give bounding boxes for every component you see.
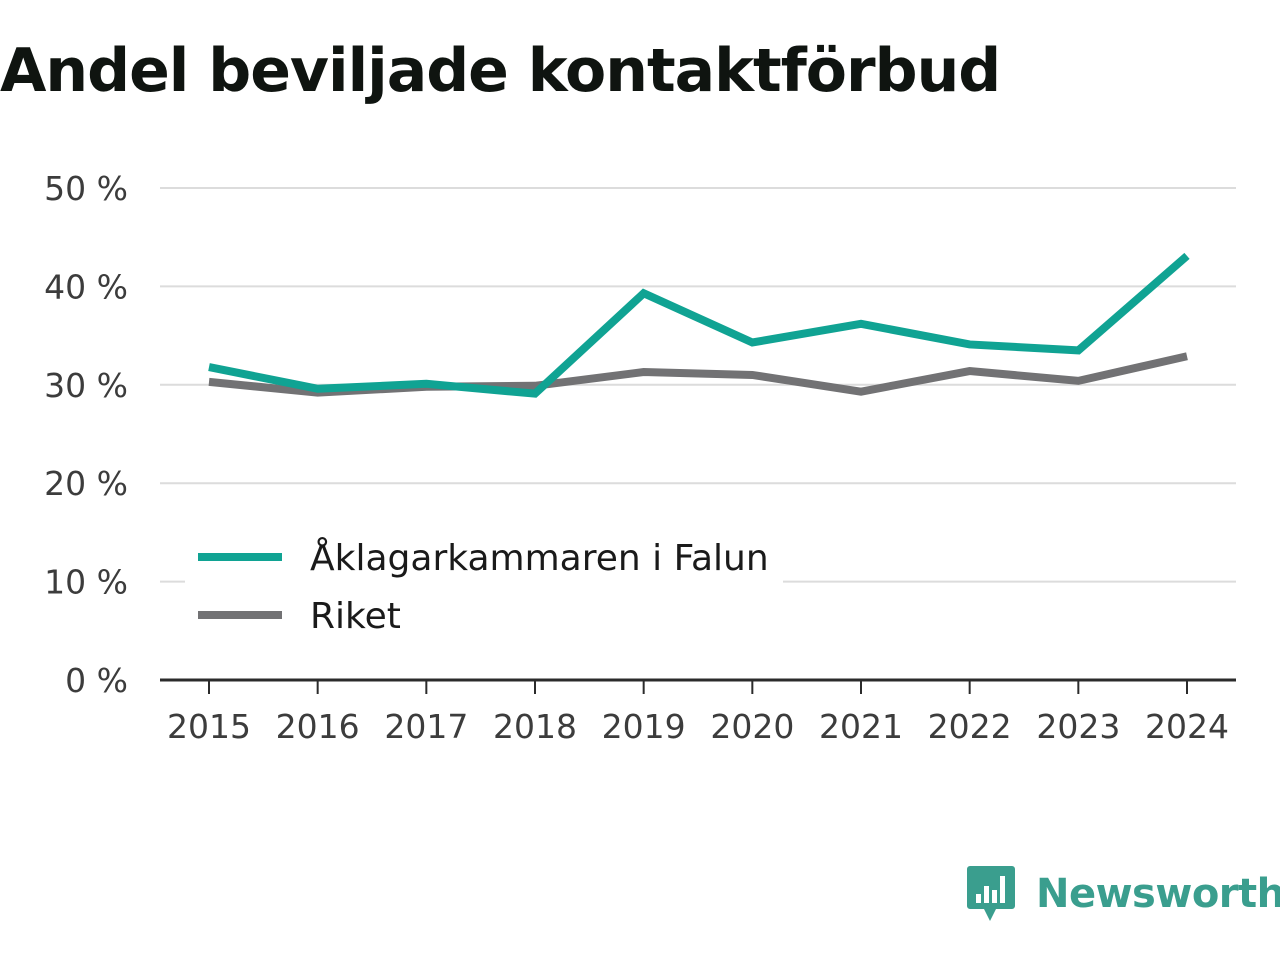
chart-title: Andel beviljade kontaktförbud [0,36,1001,106]
y-tick-label: 0 % [65,661,128,700]
x-tick-label: 2019 [602,707,686,746]
legend-background [185,528,783,638]
y-tick-label: 40 % [44,267,128,306]
x-tick-label: 2020 [710,707,794,746]
x-tick-label: 2024 [1145,707,1229,746]
y-tick-label: 30 % [44,366,128,405]
series-lines [208,252,1190,398]
x-tick-label: 2015 [167,707,251,746]
y-axis-ticks: 0 % 10 % 20 % 30 % 40 % 50 % [44,169,128,700]
newsworthy-logo: Newsworthy [966,864,1280,924]
x-tick-label: 2016 [276,707,360,746]
y-tick-label: 50 % [44,169,128,208]
x-tick-label: 2023 [1036,707,1120,746]
brand-name: Newsworthy [1036,871,1280,917]
x-tick-label: 2018 [493,707,577,746]
y-tick-label: 10 % [44,563,128,602]
legend-label: Åklagarkammaren i Falun [310,536,769,579]
y-tick-label: 20 % [44,464,128,503]
x-axis: 2015 2016 2017 2018 2019 2020 2021 2022 2023 2024 [160,678,1236,746]
legend: Åklagarkammaren i Falun Riket [185,528,783,638]
x-tick-label: 2022 [928,707,1012,746]
series-line-0 [208,252,1190,398]
legend-label: Riket [310,596,401,637]
x-tick-label: 2017 [384,707,468,746]
newsworthy-logo-icon [967,866,1015,921]
x-tick-label: 2021 [819,707,903,746]
